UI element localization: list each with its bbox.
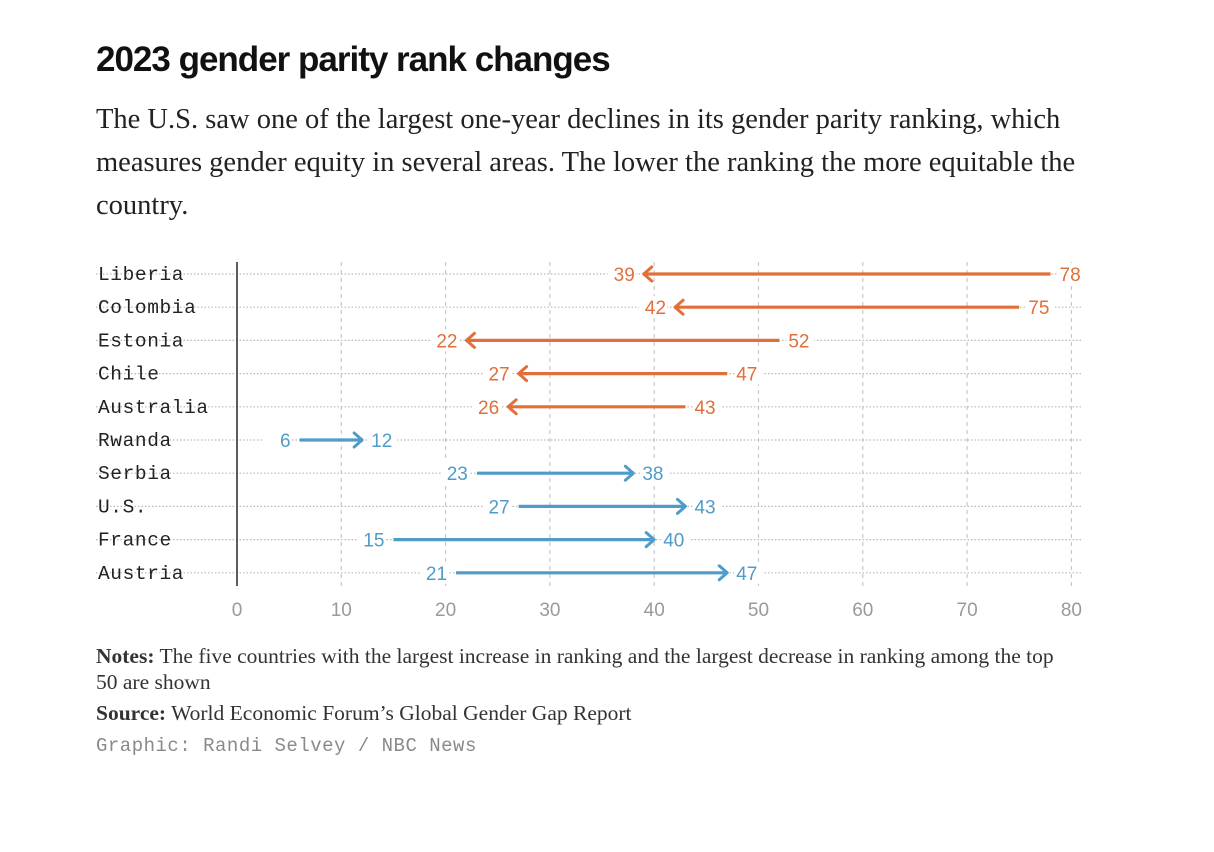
value-label: 40 [663, 531, 684, 552]
label-backing [482, 495, 511, 518]
label-backing [263, 429, 292, 451]
label-backing [640, 462, 669, 485]
label-backing [482, 362, 511, 385]
label-backing [734, 362, 763, 385]
label-backing [1026, 296, 1055, 319]
x-tick-label: 40 [644, 600, 665, 621]
arrow-head [464, 331, 476, 349]
value-label: 43 [694, 497, 715, 518]
value-label: 27 [488, 497, 509, 518]
value-label: 43 [694, 398, 715, 419]
country-label: Serbia [98, 463, 172, 485]
label-backing [786, 329, 815, 352]
country-label: Chile [98, 364, 160, 386]
label-backing [661, 528, 690, 551]
label-backing [607, 263, 636, 285]
label-backing [692, 495, 721, 518]
notes-label: Notes: [96, 644, 155, 668]
chart-title: 2023 gender parity rank changes [96, 40, 611, 79]
label-backing [734, 561, 763, 584]
x-tick-label: 10 [331, 600, 352, 621]
value-label: 23 [447, 464, 468, 485]
label-backing [369, 429, 398, 451]
notes: Notes: The five countries with the large… [96, 643, 1056, 695]
x-tick-label: 0 [232, 600, 243, 621]
value-label: 52 [788, 331, 809, 352]
arrow-head [352, 431, 364, 449]
country-label: Rwanda [98, 430, 172, 452]
source-text: World Economic Forum’s Global Gender Gap… [171, 701, 632, 725]
source: Source: World Economic Forum’s Global Ge… [96, 700, 632, 726]
value-label: 12 [371, 431, 392, 452]
notes-text: The five countries with the largest incr… [96, 644, 1054, 694]
value-label: 26 [478, 398, 499, 419]
value-label: 21 [426, 564, 447, 585]
label-backing [639, 296, 668, 319]
label-backing [420, 561, 449, 584]
value-label: 78 [1060, 265, 1081, 286]
value-label: 39 [614, 265, 635, 286]
arrow-head [644, 531, 656, 549]
value-label: 38 [642, 464, 663, 485]
value-label: 75 [1028, 298, 1049, 319]
credit: Graphic: Randi Selvey / NBC News [96, 735, 477, 757]
arrow-head [642, 265, 654, 283]
arrow-chart: 0 10 20 30 40 50 60 70 80 Liberia 39 78 Colombia 42 75… [96, 262, 1086, 621]
country-label: Estonia [98, 330, 184, 352]
country-label: France [98, 530, 172, 552]
x-tick-label: 50 [748, 600, 769, 621]
arrow-head [717, 564, 729, 582]
value-label: 42 [645, 298, 666, 319]
x-tick-label: 30 [539, 600, 560, 621]
label-backing [472, 395, 501, 418]
value-label: 27 [488, 365, 509, 386]
x-tick-label: 60 [852, 600, 873, 621]
country-label: Austria [98, 563, 184, 585]
chart-subtitle: The U.S. saw one of the largest one-year… [96, 104, 1076, 221]
arrow-head [506, 398, 518, 416]
value-label: 6 [280, 431, 291, 452]
country-label: Colombia [98, 297, 196, 319]
country-label: Australia [98, 397, 209, 419]
label-backing [1057, 263, 1086, 285]
arrow-head [673, 298, 685, 316]
x-tick-label: 80 [1061, 600, 1082, 621]
country-label: U.S. [98, 496, 147, 518]
label-backing [430, 329, 459, 352]
arrow-head [675, 497, 687, 515]
arrow-head [517, 365, 529, 383]
value-label: 47 [736, 365, 757, 386]
x-tick-label: 20 [435, 600, 456, 621]
value-label: 22 [436, 331, 457, 352]
value-label: 47 [736, 564, 757, 585]
country-label: Liberia [98, 264, 184, 286]
label-backing [440, 462, 469, 485]
source-label: Source: [96, 701, 167, 725]
value-label: 15 [363, 531, 384, 552]
label-backing [692, 395, 721, 418]
label-backing [357, 528, 386, 551]
arrow-head [623, 464, 635, 482]
x-tick-label: 70 [957, 600, 978, 621]
